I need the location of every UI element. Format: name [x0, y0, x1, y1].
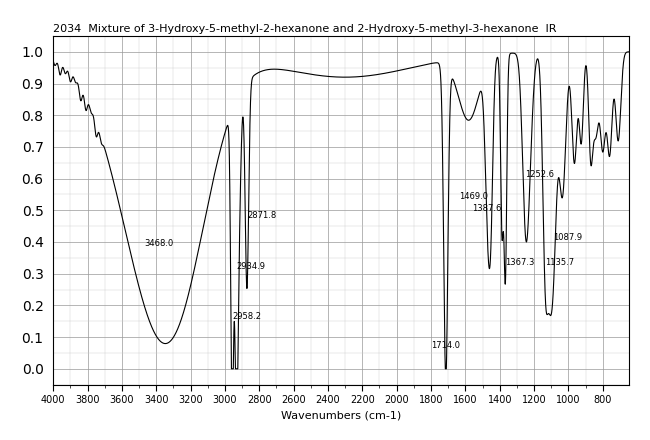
Text: 2034  Mixture of 3-Hydroxy-5-methyl-2-hexanone and 2-Hydroxy-5-methyl-3-hexanone: 2034 Mixture of 3-Hydroxy-5-methyl-2-hex…: [53, 24, 556, 34]
Text: 1469.0: 1469.0: [459, 192, 488, 201]
X-axis label: Wavenumbers (cm-1): Wavenumbers (cm-1): [281, 411, 401, 421]
Text: 1252.6: 1252.6: [525, 169, 554, 179]
Text: 1135.7: 1135.7: [545, 258, 574, 268]
Text: 1087.9: 1087.9: [553, 233, 582, 242]
Text: 1714.0: 1714.0: [432, 341, 460, 350]
Text: 3468.0: 3468.0: [144, 239, 174, 248]
Text: 1387.6: 1387.6: [473, 205, 502, 213]
Text: 2934.9: 2934.9: [236, 261, 265, 271]
Text: 1367.3: 1367.3: [505, 258, 535, 268]
Text: 2871.8: 2871.8: [247, 211, 276, 220]
Text: 2958.2: 2958.2: [232, 312, 261, 321]
